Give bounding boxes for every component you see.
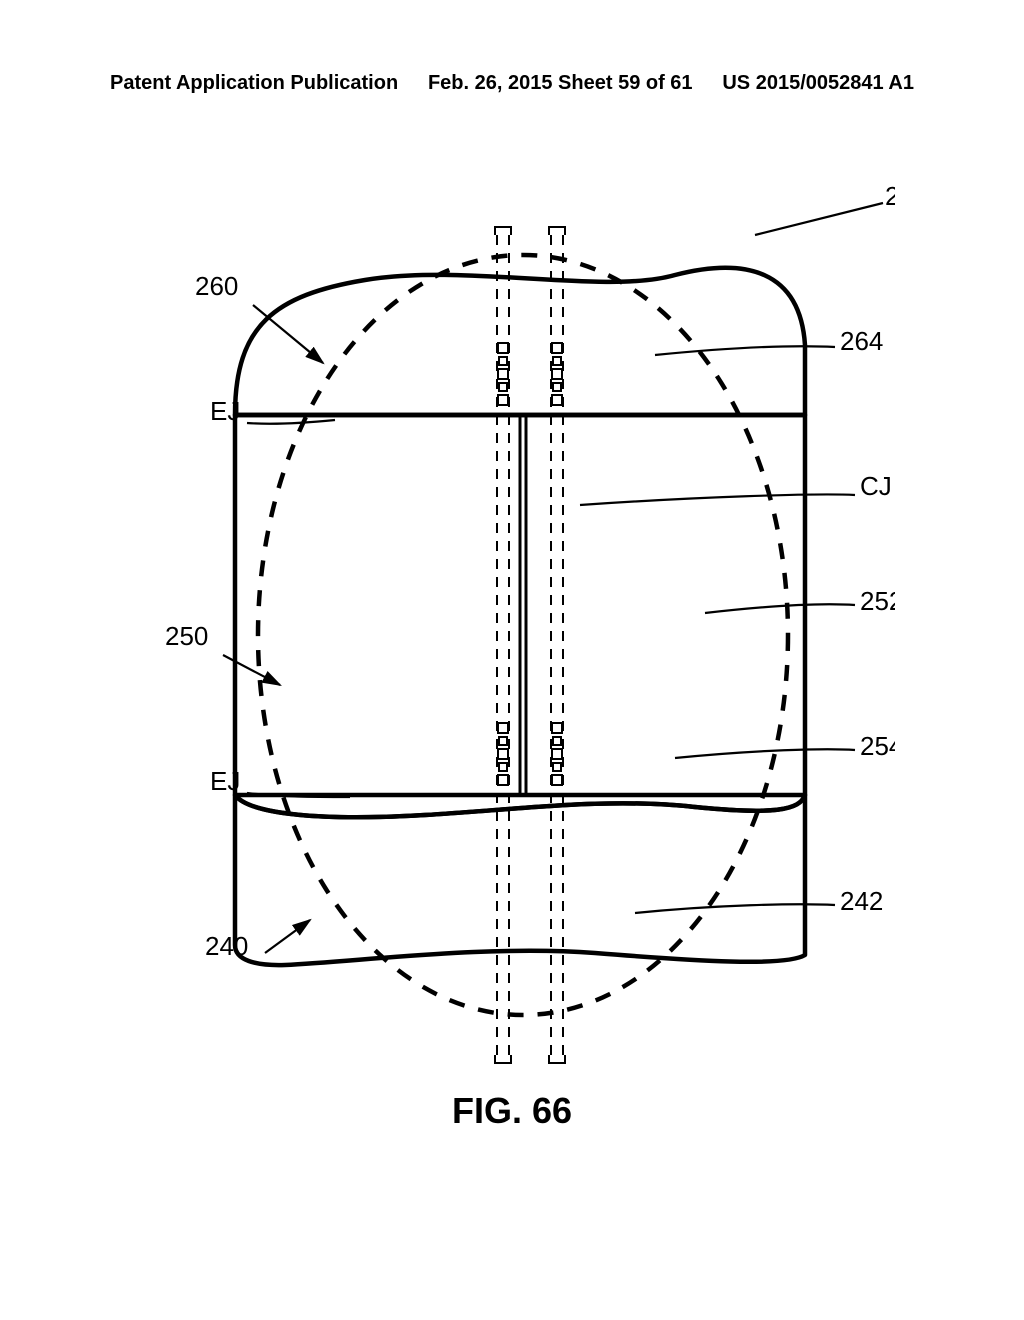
dashed-ellipse bbox=[258, 255, 788, 1015]
header-right: US 2015/0052841 A1 bbox=[722, 72, 914, 95]
patent-figure: 260 262 264 250 252 254 240 242 EJ EJ CJ bbox=[135, 175, 895, 1075]
ref-label-250: 250 bbox=[165, 621, 208, 651]
ref-240: 240 bbox=[205, 920, 310, 961]
figure-area: 260 262 264 250 252 254 240 242 EJ EJ CJ bbox=[135, 175, 895, 1075]
ref-label-CJ: CJ bbox=[860, 471, 892, 501]
ref-252: 252 bbox=[705, 586, 895, 616]
ref-262: 262 bbox=[755, 181, 895, 235]
header-center: Feb. 26, 2015 Sheet 59 of 61 bbox=[428, 72, 693, 95]
ref-242: 242 bbox=[635, 886, 883, 916]
ref-label-252: 252 bbox=[860, 586, 895, 616]
connector-top-left bbox=[498, 343, 508, 405]
ref-label-260: 260 bbox=[195, 271, 238, 301]
ref-label-262: 262 bbox=[885, 181, 895, 211]
page-header: Patent Application Publication Feb. 26, … bbox=[0, 72, 1024, 95]
ref-label-EJ2: EJ bbox=[210, 766, 240, 796]
connector-top-right bbox=[552, 343, 562, 405]
ref-254: 254 bbox=[675, 731, 895, 761]
ref-260: 260 bbox=[195, 271, 323, 363]
ref-label-254: 254 bbox=[860, 731, 895, 761]
ref-CJ: CJ bbox=[580, 471, 892, 505]
connector-bot-right bbox=[552, 723, 562, 785]
connector-bot-left bbox=[498, 723, 508, 785]
header-left: Patent Application Publication bbox=[110, 72, 398, 95]
ref-label-242: 242 bbox=[840, 886, 883, 916]
ref-label-240: 240 bbox=[205, 931, 248, 961]
figure-caption: FIG. 66 bbox=[0, 1090, 1024, 1132]
ref-label-264: 264 bbox=[840, 326, 883, 356]
ref-label-EJ1: EJ bbox=[210, 396, 240, 426]
ref-250: 250 bbox=[165, 621, 280, 685]
